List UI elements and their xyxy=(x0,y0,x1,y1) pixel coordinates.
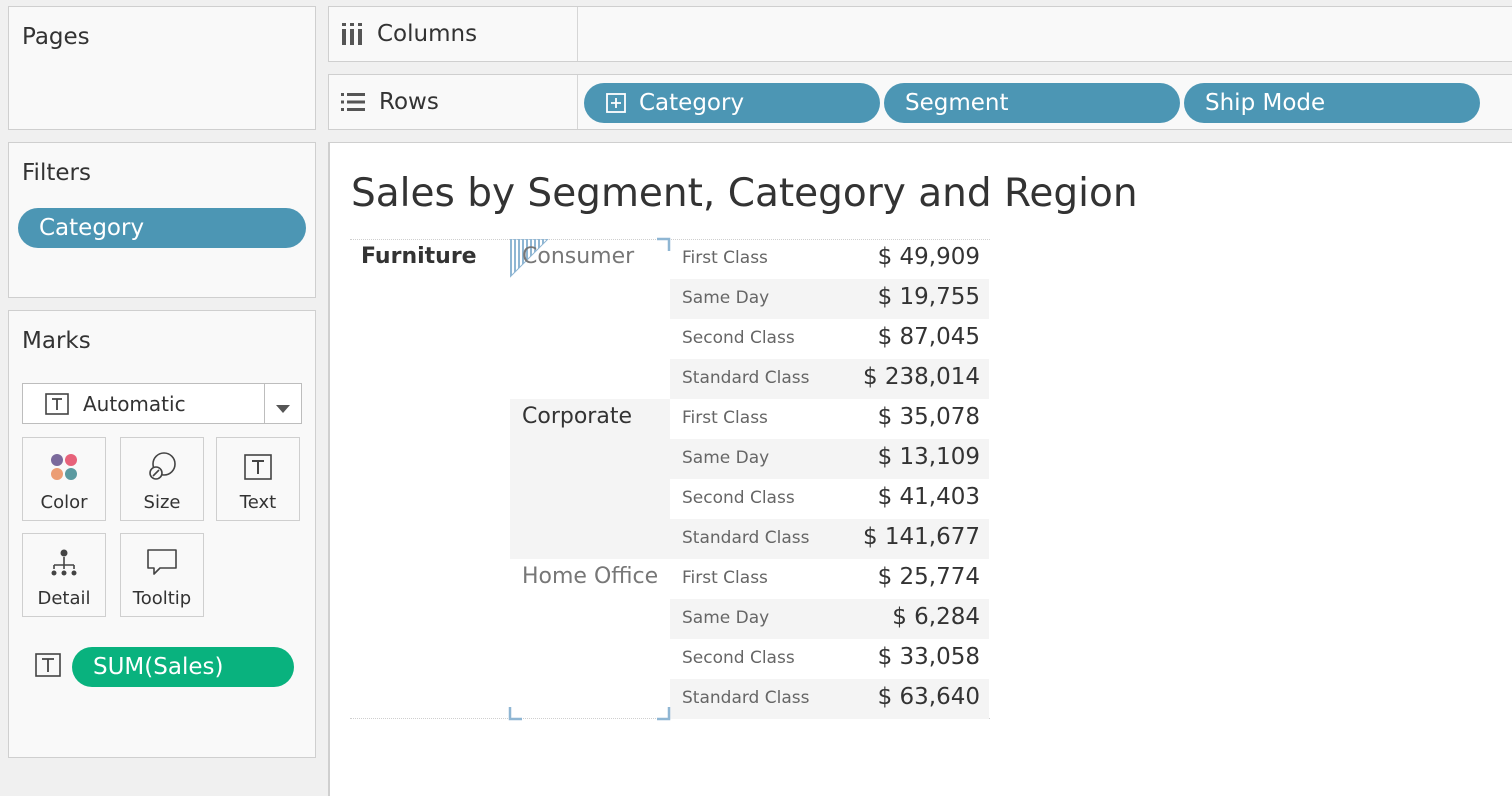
detail-card-label: Detail xyxy=(37,588,91,609)
ship-mode-label[interactable]: Standard Class xyxy=(682,368,810,388)
sales-value[interactable]: $ 25,774 xyxy=(877,564,980,590)
rows-icon xyxy=(341,93,365,111)
color-card-label: Color xyxy=(40,492,88,513)
tooltip-speech-bubble-icon xyxy=(146,546,178,580)
filters-shelf[interactable]: Filters Category xyxy=(8,142,316,298)
text-card[interactable]: Text xyxy=(216,437,300,521)
size-card-label: Size xyxy=(143,492,181,513)
columns-icon xyxy=(342,23,362,45)
category-header-furniture[interactable]: Furniture xyxy=(361,244,477,269)
text-card-label: Text xyxy=(239,492,277,513)
crosstab: Furniture Consumer Corporate Home Office… xyxy=(330,143,1512,796)
sales-value[interactable]: $ 33,058 xyxy=(877,644,980,670)
sales-value[interactable]: $ 13,109 xyxy=(877,444,980,470)
rows-shelf-label: Rows xyxy=(329,75,578,129)
pages-title: Pages xyxy=(22,24,90,50)
text-mark-icon xyxy=(45,392,69,415)
ship-mode-label[interactable]: First Class xyxy=(682,248,768,268)
filter-pill-category[interactable]: Category xyxy=(18,208,306,248)
tooltip-card-label: Tooltip xyxy=(132,588,192,609)
columns-shelf-label: Columns xyxy=(329,7,578,61)
ship-mode-label[interactable]: Second Class xyxy=(682,648,795,668)
dropdown-divider xyxy=(264,384,265,423)
segment-band-corporate xyxy=(510,399,670,559)
sales-value[interactable]: $ 6,284 xyxy=(892,604,980,630)
marks-title: Marks xyxy=(22,328,91,354)
sales-value[interactable]: $ 19,755 xyxy=(877,284,980,310)
color-dots-icon xyxy=(48,450,80,484)
selection-corner-brackets xyxy=(508,237,671,721)
sales-value[interactable]: $ 41,403 xyxy=(877,484,980,510)
size-icon xyxy=(146,450,178,484)
row-band xyxy=(670,359,989,399)
color-card[interactable]: Color xyxy=(22,437,106,521)
rows-label: Rows xyxy=(379,89,439,115)
chevron-down-icon[interactable] xyxy=(276,399,290,418)
ship-mode-label[interactable]: First Class xyxy=(682,568,768,588)
viz-title: Sales by Segment, Category and Region xyxy=(351,171,1138,216)
viz-canvas: Sales by Segment, Category and Region xyxy=(328,142,1512,796)
segment-header-home-office[interactable]: Home Office xyxy=(522,564,659,589)
columns-shelf[interactable]: Columns xyxy=(328,6,1512,62)
sales-value[interactable]: $ 35,078 xyxy=(877,404,980,430)
text-encoding-icon xyxy=(35,653,61,677)
ship-mode-label[interactable]: Same Day xyxy=(682,448,770,468)
mark-type-dropdown[interactable]: Automatic xyxy=(22,383,302,424)
detail-card[interactable]: Detail xyxy=(22,533,106,617)
row-band xyxy=(670,279,989,319)
sales-value[interactable]: $ 49,909 xyxy=(877,244,980,270)
ship-mode-label[interactable]: First Class xyxy=(682,408,768,428)
detail-hierarchy-icon xyxy=(48,546,80,580)
text-icon xyxy=(242,450,274,484)
columns-label: Columns xyxy=(377,21,478,47)
sales-value[interactable]: $ 87,045 xyxy=(877,324,980,350)
ship-mode-label[interactable]: Same Day xyxy=(682,608,770,628)
tooltip-card[interactable]: Tooltip xyxy=(120,533,204,617)
marks-card: Marks Automatic Color xyxy=(8,310,316,758)
expand-plus-icon xyxy=(606,93,626,113)
rows-shelf[interactable]: Rows Category Segment Ship Mode xyxy=(328,74,1512,130)
ship-mode-label[interactable]: Same Day xyxy=(682,288,770,308)
sum-sales-pill[interactable]: SUM(Sales) xyxy=(72,647,294,687)
segment-header-corporate[interactable]: Corporate xyxy=(522,404,632,429)
ship-mode-label[interactable]: Second Class xyxy=(682,488,795,508)
sales-value[interactable]: $ 141,677 xyxy=(862,524,980,550)
ship-mode-label[interactable]: Second Class xyxy=(682,328,795,348)
row-band xyxy=(670,679,989,719)
row-band xyxy=(670,519,989,559)
rows-pill-category-label: Category xyxy=(639,90,745,116)
pages-shelf[interactable]: Pages xyxy=(8,6,316,130)
size-card[interactable]: Size xyxy=(120,437,204,521)
ship-mode-label[interactable]: Standard Class xyxy=(682,688,810,708)
selection-marker xyxy=(510,239,549,278)
ship-mode-label[interactable]: Standard Class xyxy=(682,528,810,548)
row-band xyxy=(670,439,989,479)
mark-type-label: Automatic xyxy=(83,391,186,416)
segment-header-consumer[interactable]: Consumer xyxy=(522,244,635,269)
filters-title: Filters xyxy=(22,160,91,186)
row-band xyxy=(670,599,989,639)
sales-value[interactable]: $ 63,640 xyxy=(877,684,980,710)
rows-pill-segment[interactable]: Segment xyxy=(884,83,1180,123)
rows-pill-category[interactable]: Category xyxy=(584,83,880,123)
rows-pill-ship-mode[interactable]: Ship Mode xyxy=(1184,83,1480,123)
sales-value[interactable]: $ 238,014 xyxy=(862,364,980,390)
